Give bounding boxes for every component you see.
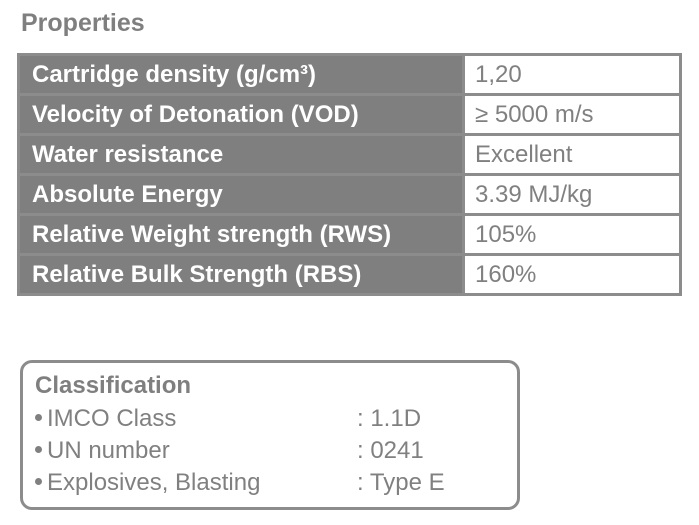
property-name-cartridge-density: Cartridge density (g/cm³): [17, 53, 465, 96]
bullet-icon: [35, 446, 42, 454]
table-row: Water resistance Excellent: [17, 133, 682, 176]
property-name-vod: Velocity of Detonation (VOD): [17, 93, 465, 136]
table-row: Absolute Energy 3.39 MJ/kg: [17, 173, 682, 216]
property-value-rbs: 160%: [462, 253, 682, 296]
property-name-rws: Relative Weight strength (RWS): [17, 213, 465, 256]
bullet-icon: [35, 478, 42, 486]
list-item: IMCO Class : 1.1D: [35, 403, 445, 435]
property-value-water-resistance: Excellent: [462, 133, 682, 176]
property-name-water-resistance: Water resistance: [17, 133, 465, 176]
classification-title: Classification: [35, 372, 192, 399]
list-item: UN number : 0241: [35, 435, 445, 467]
table-row: Cartridge density (g/cm³) 1,20: [17, 53, 682, 96]
list-item: Explosives, Blasting : Type E: [35, 467, 445, 499]
table-row: Relative Weight strength (RWS) 105%: [17, 213, 682, 256]
classification-label-imco: IMCO Class: [47, 405, 177, 432]
bullet-icon: [35, 414, 42, 422]
classification-label-un: UN number: [47, 437, 170, 464]
classification-value-imco: : 1.1D: [357, 405, 422, 432]
property-value-absolute-energy: 3.39 MJ/kg: [462, 173, 682, 216]
table-row: Relative Bulk Strength (RBS) 160%: [17, 253, 682, 296]
classification-value-un: : 0241: [357, 437, 424, 464]
properties-title: Properties: [21, 9, 145, 37]
property-name-rbs: Relative Bulk Strength (RBS): [17, 253, 465, 296]
property-value-rws: 105%: [462, 213, 682, 256]
properties-table: Cartridge density (g/cm³) 1,20 Velocity …: [17, 53, 682, 296]
classification-value-explosives: : Type E: [357, 469, 445, 496]
classification-box: Classification IMCO Class : 1.1D UN numbe…: [20, 360, 520, 510]
classification-label-explosives: Explosives, Blasting: [47, 469, 261, 496]
classification-list: IMCO Class : 1.1D UN number : 0241 Explosi…: [35, 403, 445, 499]
property-name-absolute-energy: Absolute Energy: [17, 173, 465, 216]
property-value-vod: ≥ 5000 m/s: [462, 93, 682, 136]
property-value-cartridge-density: 1,20: [462, 53, 682, 96]
table-row: Velocity of Detonation (VOD) ≥ 5000 m/s: [17, 93, 682, 136]
